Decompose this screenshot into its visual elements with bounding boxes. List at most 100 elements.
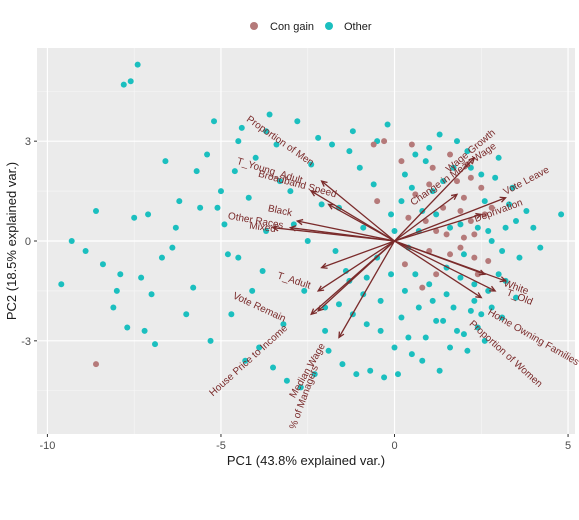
point-other <box>335 301 342 308</box>
point-other <box>447 224 454 231</box>
loading-arrow-head <box>310 308 318 316</box>
point-other <box>492 174 499 181</box>
point-other <box>474 224 481 231</box>
point-other <box>256 344 263 351</box>
x-tick-label: 0 <box>391 440 397 452</box>
point-other <box>433 211 440 218</box>
point-other <box>297 384 304 391</box>
point-other <box>512 218 519 225</box>
loading-arrow-line <box>394 240 496 292</box>
point-other <box>502 224 509 231</box>
point-other <box>131 214 138 221</box>
point-other <box>384 121 391 128</box>
point-other <box>172 224 179 231</box>
loading-arrow-line <box>394 193 458 242</box>
loading-arrow-line <box>394 157 475 242</box>
point-other <box>158 254 165 261</box>
point-other <box>422 334 429 341</box>
point-other <box>242 357 249 364</box>
point-con-gain <box>467 218 474 225</box>
point-other <box>99 261 106 268</box>
point-other <box>148 291 155 298</box>
point-other <box>266 111 273 118</box>
legend-key-con-gain <box>250 22 258 30</box>
y-tick-label: -3 <box>21 336 31 348</box>
loading-arrow-head <box>475 292 483 299</box>
loading-arrow-line <box>321 180 395 242</box>
point-con-gain <box>467 174 474 181</box>
point-con-gain <box>457 244 464 251</box>
point-other <box>405 334 412 341</box>
point-other <box>433 317 440 324</box>
point-other <box>120 81 127 88</box>
point-other <box>228 311 235 318</box>
loading-arrow-head <box>499 196 507 203</box>
point-other <box>349 128 356 135</box>
point-other <box>162 158 169 165</box>
point-con-gain <box>453 178 460 185</box>
point-other <box>276 178 283 185</box>
point-other <box>127 78 134 85</box>
point-other <box>152 341 159 348</box>
point-other <box>558 211 565 218</box>
point-other <box>488 238 495 244</box>
point-other <box>415 304 422 311</box>
point-con-gain <box>488 204 495 211</box>
point-con-gain <box>460 194 467 201</box>
point-other <box>93 208 100 215</box>
point-con-gain <box>485 257 492 264</box>
y-tick-label: 0 <box>25 236 31 248</box>
loading-arrow-head <box>316 285 325 292</box>
point-other <box>377 297 384 304</box>
point-con-gain <box>374 198 381 205</box>
point-con-gain <box>401 261 408 268</box>
point-other <box>429 188 436 195</box>
point-other <box>474 324 481 331</box>
point-other <box>419 357 426 364</box>
legend-label-other: Other <box>344 21 372 33</box>
point-other <box>481 337 488 344</box>
y-axis-ticks: -3 0 3 <box>21 136 37 348</box>
loading-arrow-head <box>295 218 304 226</box>
point-other <box>412 271 419 278</box>
point-other <box>231 168 238 175</box>
point-other <box>283 377 290 384</box>
point-other <box>509 184 516 191</box>
point-other <box>523 208 530 215</box>
point-other <box>308 161 315 168</box>
point-other <box>238 124 245 131</box>
point-other <box>356 164 363 171</box>
loading-arrow-line <box>321 240 395 269</box>
point-other <box>453 138 460 145</box>
point-other <box>221 221 228 228</box>
point-other <box>360 224 367 231</box>
point-other <box>460 331 467 338</box>
point-other <box>530 224 537 231</box>
point-other <box>440 317 447 324</box>
point-other <box>467 307 474 314</box>
point-con-gain <box>447 251 454 258</box>
point-other <box>190 284 197 291</box>
point-other <box>408 351 415 358</box>
point-other <box>499 247 506 254</box>
point-con-gain <box>419 284 426 291</box>
loading-arrow-line <box>297 220 395 242</box>
point-other <box>68 238 75 244</box>
point-other <box>506 201 513 208</box>
point-other <box>311 371 318 378</box>
loading-arrow-head <box>475 212 483 219</box>
point-other <box>388 211 395 218</box>
x-tick-label: -5 <box>216 440 226 452</box>
point-other <box>440 178 447 185</box>
point-other <box>169 244 176 251</box>
point-con-gain <box>460 234 467 241</box>
point-other <box>401 171 408 178</box>
point-other <box>398 314 405 321</box>
point-other <box>304 238 311 244</box>
point-other <box>193 168 200 175</box>
point-other <box>197 204 204 211</box>
loading-arrow-line <box>394 240 482 299</box>
point-other <box>124 324 131 331</box>
loading-arrow-head <box>468 156 476 164</box>
